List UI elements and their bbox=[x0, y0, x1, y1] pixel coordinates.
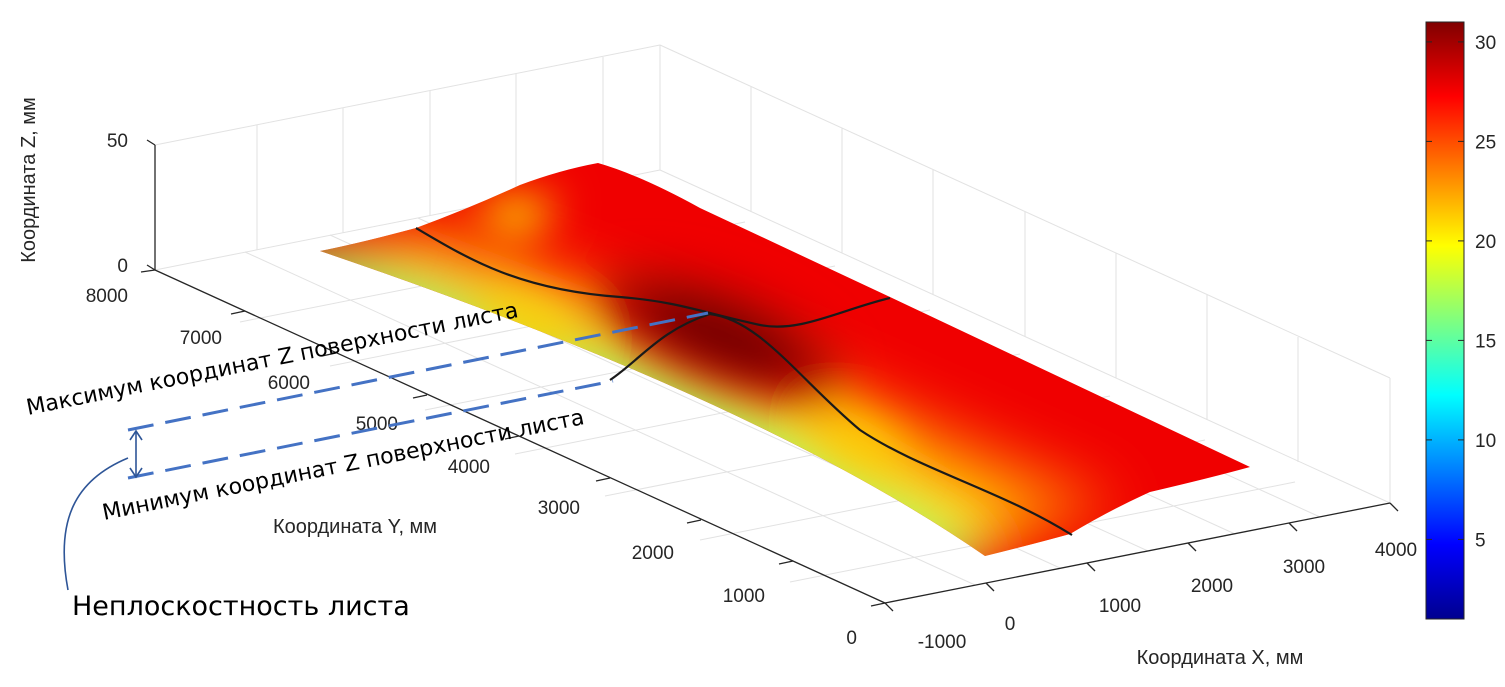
y-tick-label: 1000 bbox=[723, 586, 765, 607]
colorbar-tick-label: 15 bbox=[1475, 331, 1496, 352]
x-tick-label: 3000 bbox=[1283, 557, 1325, 578]
x-tick-label: 0 bbox=[1005, 614, 1016, 635]
y-tick-label: 3000 bbox=[538, 498, 580, 519]
min-dashed-line bbox=[127, 379, 614, 480]
z-tick-labels: 50 0 bbox=[107, 131, 128, 277]
colorbar-tick-label: 5 bbox=[1475, 530, 1486, 551]
axes bbox=[140, 139, 1399, 612]
y-axis-line bbox=[154, 269, 886, 604]
profile-lines bbox=[415, 227, 1073, 536]
x-tick-label: 4000 bbox=[1375, 540, 1417, 561]
colorbar-tick-label: 30 bbox=[1475, 33, 1496, 54]
y-tick-label: 4000 bbox=[448, 457, 490, 478]
min-z-annotation: Минимум координат Z поверхности листа bbox=[100, 405, 586, 526]
y-tick-label: 2000 bbox=[632, 543, 674, 564]
max-dashed-line bbox=[127, 311, 709, 432]
y-tick-label: 8000 bbox=[86, 286, 128, 307]
colorbar-tick-label: 10 bbox=[1475, 431, 1496, 452]
colorbar-gradient bbox=[1425, 21, 1465, 620]
y-tick-label: 7000 bbox=[180, 328, 222, 349]
x-axis-label: Координата X, мм bbox=[1137, 647, 1304, 669]
colorbar-tick-labels: 5 10 15 20 25 30 bbox=[1475, 33, 1496, 552]
z-axis-label: Координата Z, мм bbox=[18, 97, 40, 263]
colorbar-ticks bbox=[1426, 41, 1464, 540]
z-tick-label: 0 bbox=[117, 256, 128, 277]
profile-line-cross bbox=[609, 312, 1073, 536]
flatness-bracket bbox=[63, 429, 143, 591]
x-tick-label: 1000 bbox=[1099, 596, 1141, 617]
x-tick-labels: -1000 0 1000 2000 3000 4000 bbox=[918, 540, 1417, 653]
colorbar-tick-label: 20 bbox=[1475, 232, 1496, 253]
x-axis-line bbox=[884, 502, 1391, 604]
y-tick-label: 0 bbox=[846, 628, 857, 649]
colorbar: 5 10 15 20 25 30 bbox=[1425, 21, 1496, 620]
z-tick-label: 50 bbox=[107, 131, 128, 152]
y-axis-label: Координата Y, мм bbox=[273, 516, 437, 538]
y-tick-label: 6000 bbox=[268, 373, 310, 394]
colorbar-tick-label: 25 bbox=[1475, 132, 1496, 153]
flatness-annotation: Неплоскостность листа bbox=[72, 591, 410, 622]
profile-line-longitudinal bbox=[415, 227, 891, 328]
x-tick-label: 2000 bbox=[1191, 576, 1233, 597]
x-tick-label: -1000 bbox=[918, 632, 967, 653]
